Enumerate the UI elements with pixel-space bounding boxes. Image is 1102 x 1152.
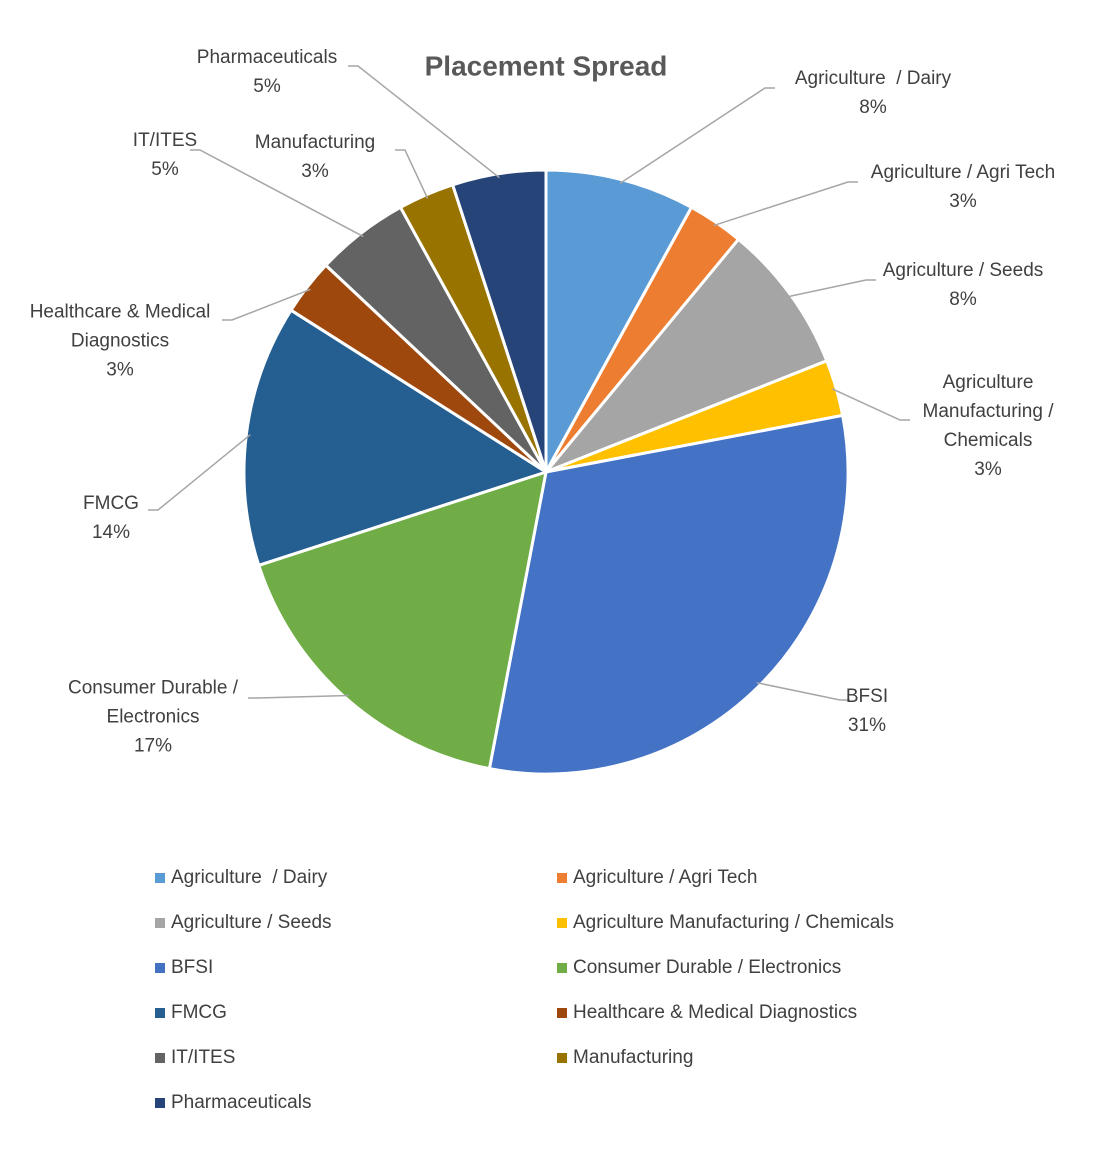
legend-label: Agriculture / Agri Tech — [573, 867, 757, 888]
data-label: IT/ITES 5% — [120, 126, 210, 184]
leader-line — [348, 65, 500, 179]
data-label-text: 3% — [974, 459, 1002, 480]
data-label-text: Consumer Durable / Electronics — [67, 677, 244, 728]
data-label-text: Pharmaceuticals — [196, 47, 338, 68]
legend-swatch — [155, 1008, 165, 1018]
data-label: Pharmaceuticals 5% — [177, 43, 357, 101]
legend-swatch — [155, 873, 165, 883]
data-label-text: Agriculture Manufacturing / Chemicals — [922, 372, 1059, 451]
data-label-text: 3% — [301, 161, 329, 182]
data-label: Manufacturing 3% — [245, 128, 385, 186]
data-label-text: Agriculture / Dairy — [794, 68, 952, 89]
data-label: Agriculture / Agri Tech 3% — [848, 158, 1078, 216]
legend-label: Healthcare & Medical Diagnostics — [573, 1002, 857, 1023]
legend-label: Pharmaceuticals — [171, 1092, 311, 1113]
data-label-text: Agriculture / Seeds — [882, 260, 1044, 281]
leader-line — [248, 694, 349, 699]
data-label-text: 3% — [106, 359, 134, 381]
data-label: Agriculture / Seeds 8% — [858, 256, 1068, 314]
legend-label: Agriculture Manufacturing / Chemicals — [573, 912, 894, 933]
data-label-text: 3% — [949, 191, 977, 212]
legend-swatch — [155, 918, 165, 928]
data-label-text: Healthcare & Medical Diagnostics — [29, 301, 216, 352]
data-label-text: 17% — [133, 735, 173, 757]
leader-line — [619, 87, 775, 184]
data-label-text: 14% — [91, 522, 131, 543]
legend-swatch — [155, 1098, 165, 1108]
legend-swatch — [557, 1008, 567, 1018]
data-label: Agriculture Manufacturing / Chemicals 3% — [906, 368, 1071, 484]
leader-line — [190, 149, 364, 238]
data-label-text: 8% — [949, 289, 977, 310]
leader-line — [713, 181, 858, 227]
pie-slice — [256, 469, 548, 771]
legend-label: BFSI — [171, 957, 213, 978]
leader-line — [222, 288, 311, 321]
legend-label: FMCG — [171, 1002, 227, 1023]
data-label-text: FMCG — [83, 493, 139, 514]
legend-swatch — [155, 1053, 165, 1063]
legend-swatch — [557, 873, 567, 883]
data-label-text: Manufacturing — [254, 132, 376, 153]
legend-swatch — [557, 963, 567, 973]
data-label-text: 5% — [151, 159, 179, 180]
leader-line — [148, 434, 251, 511]
legend-swatch — [155, 963, 165, 973]
data-label: FMCG 14% — [71, 489, 151, 547]
data-label-text: 8% — [859, 97, 887, 118]
pie-slice — [544, 237, 829, 474]
data-label: Consumer Durable / Electronics 17% — [48, 674, 258, 761]
leader-line — [831, 388, 910, 421]
data-label: Healthcare & Medical Diagnostics 3% — [8, 298, 233, 385]
legend-label: Manufacturing — [573, 1047, 693, 1068]
legend-label: Consumer Durable / Electronics — [573, 957, 841, 978]
pie-slice — [450, 168, 548, 473]
legend-label: Agriculture / Seeds — [171, 912, 332, 933]
data-label: Agriculture / Dairy 8% — [768, 64, 978, 122]
data-label-text: Agriculture / Agri Tech — [870, 162, 1056, 183]
leader-line — [395, 149, 429, 199]
data-label: BFSI 31% — [827, 682, 907, 740]
data-label-text: 5% — [253, 76, 281, 97]
legend-swatch — [557, 918, 567, 928]
data-label-text: IT/ITES — [132, 130, 198, 151]
pie-slice — [544, 168, 694, 473]
leader-line — [756, 681, 850, 701]
leader-line — [786, 279, 876, 298]
chart-title: Placement Spread — [425, 50, 668, 81]
legend-label: Agriculture / Dairy — [171, 867, 328, 888]
legend-label: IT/ITES — [171, 1047, 235, 1068]
data-label-text: 31% — [847, 715, 887, 736]
pie-slice — [242, 308, 550, 568]
data-label-text: BFSI — [845, 686, 889, 707]
legend-swatch — [557, 1053, 567, 1063]
pie-slice — [487, 413, 850, 776]
